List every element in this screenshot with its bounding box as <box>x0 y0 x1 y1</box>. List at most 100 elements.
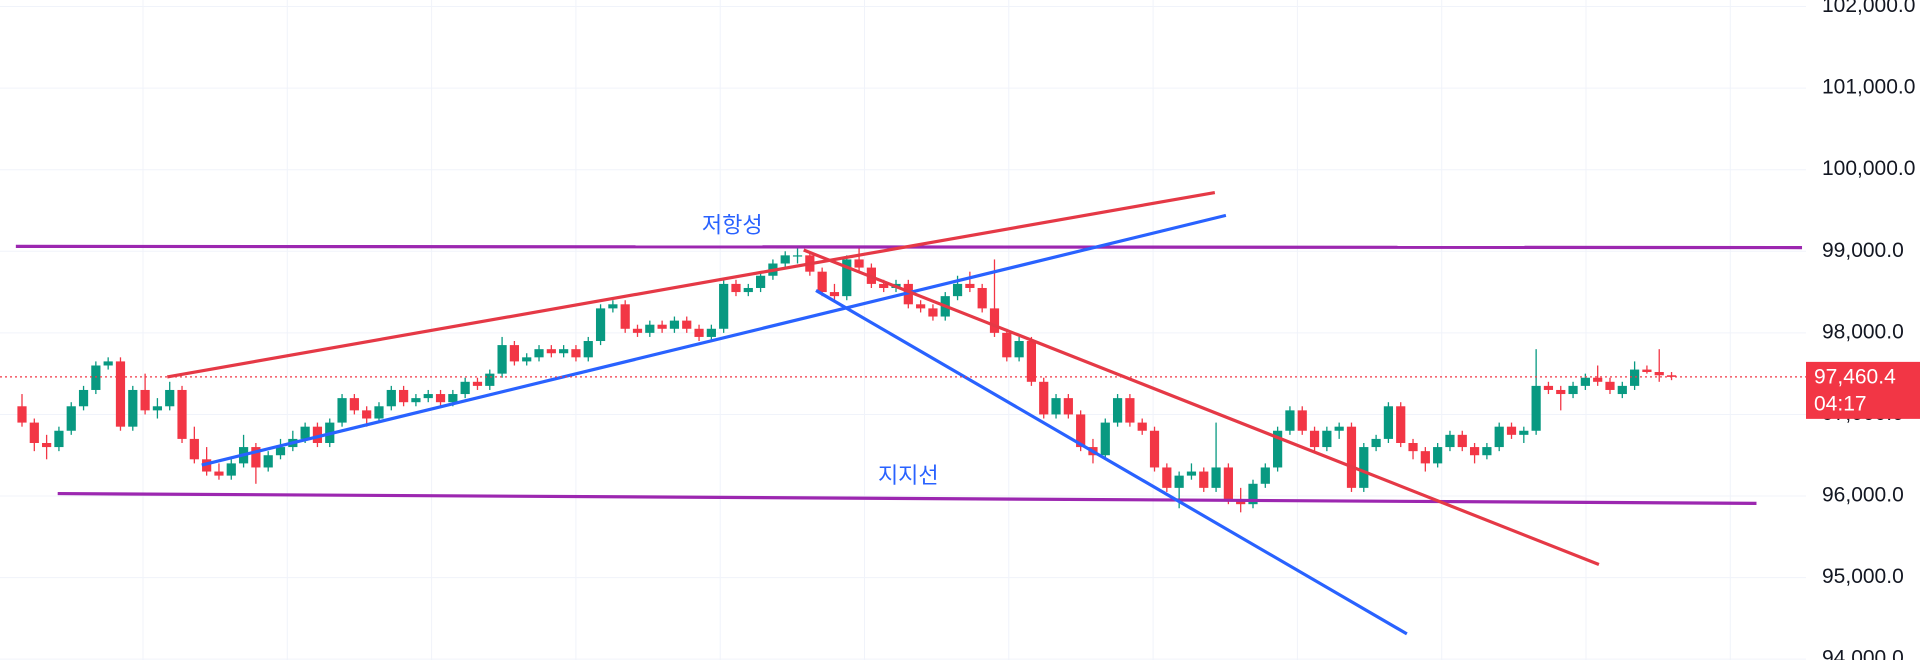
candle-body <box>1248 483 1258 505</box>
trend-line <box>803 248 1600 567</box>
candle-body <box>1273 430 1283 468</box>
candle-body <box>472 381 483 386</box>
y-tick-label: 102,000.0 <box>1822 0 1915 17</box>
candle-body <box>522 357 532 362</box>
candle-body <box>189 438 199 460</box>
candle-body <box>977 287 987 309</box>
candle-body <box>1568 385 1578 395</box>
candle-body <box>1026 341 1037 382</box>
candle-body <box>1630 369 1640 386</box>
candle-body <box>1285 410 1295 431</box>
candle-body <box>128 389 138 427</box>
candle-body <box>743 287 753 293</box>
price-badge <box>1806 361 1920 419</box>
candle-body <box>17 406 27 423</box>
candle-body <box>78 389 89 407</box>
trend-line <box>57 491 1757 505</box>
candle-body <box>1383 406 1394 439</box>
annotation: 지지선 <box>878 463 939 488</box>
candle-body <box>1223 467 1233 501</box>
candle-body <box>509 345 519 362</box>
candle-body <box>1297 410 1307 431</box>
candle-body <box>214 471 224 476</box>
candle-body <box>1654 372 1664 376</box>
annotation: 저항성 <box>702 213 763 238</box>
candle-body <box>460 381 470 395</box>
candle-body <box>1506 426 1517 435</box>
candle-body <box>546 349 556 354</box>
candle-body <box>632 328 643 333</box>
candle-body <box>1174 475 1184 488</box>
candle-body <box>719 283 729 329</box>
candle-body <box>91 365 101 390</box>
candle-body <box>423 394 433 399</box>
candle-body <box>300 426 310 439</box>
y-tick-label: 100,000.0 <box>1822 157 1915 180</box>
candle-body <box>42 442 52 448</box>
candle-body <box>534 349 544 358</box>
y-tick-label: 94,000.0 <box>1822 647 1904 660</box>
candle-body <box>731 283 741 293</box>
candle-body <box>1642 369 1652 373</box>
candle-body <box>349 398 359 411</box>
candle-body <box>916 304 926 309</box>
candle-body <box>842 259 852 297</box>
candle-body <box>1112 398 1123 423</box>
candle-body <box>435 394 446 403</box>
candle-body <box>1396 406 1406 443</box>
y-tick-label: 95,000.0 <box>1822 565 1904 588</box>
candle-body <box>1162 467 1172 488</box>
candle-body <box>251 447 261 468</box>
y-tick-label: 96,000.0 <box>1822 484 1904 507</box>
candle-body <box>115 361 126 427</box>
candle-body <box>362 410 372 419</box>
candle-body <box>1666 375 1677 377</box>
candle-body <box>263 455 273 468</box>
candle-body <box>312 426 323 443</box>
candle-body <box>1014 341 1024 358</box>
candle-body <box>1580 377 1590 386</box>
candle-body <box>756 275 766 288</box>
y-tick-label: 101,000.0 <box>1822 76 1915 99</box>
candle-body <box>1076 414 1086 448</box>
candle-body <box>608 304 618 309</box>
candle-body <box>1186 471 1197 476</box>
candle-body <box>583 341 593 358</box>
candle-body <box>879 283 889 288</box>
candle-body <box>1371 438 1381 448</box>
price-badge-countdown: 04:17 <box>1814 392 1867 415</box>
candle-body <box>1346 426 1357 488</box>
candle-body <box>1519 430 1529 435</box>
candle-body <box>497 345 507 374</box>
candle-body <box>226 463 236 476</box>
candle-body <box>645 324 655 333</box>
candle-body <box>595 308 606 342</box>
candle-body <box>1137 422 1147 431</box>
candle-body <box>66 406 76 431</box>
candle-body <box>1420 451 1430 464</box>
candle-body <box>1469 447 1480 456</box>
candle-body <box>965 283 975 288</box>
candle-body <box>1309 430 1320 448</box>
candle-body <box>411 398 421 403</box>
candle-body <box>1039 381 1049 415</box>
candle-body <box>485 373 495 386</box>
candle-body <box>275 447 286 456</box>
candle-body <box>152 406 163 411</box>
candle-body <box>559 349 569 354</box>
candle-body <box>1100 422 1110 456</box>
trend-line <box>166 190 1216 379</box>
candle-body <box>1125 398 1135 423</box>
candle-body <box>1322 430 1332 448</box>
candle-body <box>386 389 396 407</box>
candle-body <box>1334 426 1344 431</box>
candle-body <box>103 361 113 366</box>
candle-body <box>1051 398 1061 415</box>
candle-body <box>140 389 150 411</box>
price-axis <box>1806 0 1920 660</box>
candle-body <box>54 430 64 448</box>
candle-body <box>928 308 938 317</box>
candle-body <box>1482 447 1492 456</box>
